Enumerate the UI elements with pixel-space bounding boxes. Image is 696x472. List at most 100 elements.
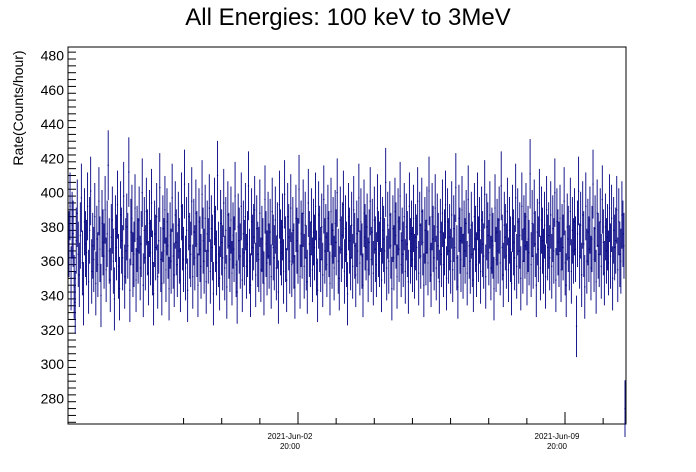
- data-point: [427, 230, 429, 296]
- data-point: [352, 233, 354, 299]
- data-point: [240, 172, 242, 241]
- data-point: [297, 218, 299, 284]
- data-point: [137, 218, 139, 284]
- data-point: [416, 214, 418, 281]
- data-point: [436, 193, 438, 261]
- data-point: [288, 204, 290, 271]
- data-point: [159, 153, 161, 222]
- data-point: [507, 237, 510, 303]
- data-point: [300, 200, 302, 268]
- data-point: [304, 191, 306, 259]
- data-point: [551, 233, 553, 299]
- data-point: [73, 255, 75, 319]
- data-series: [68, 130, 626, 437]
- data-point: [361, 223, 363, 289]
- data-point: [445, 246, 448, 311]
- data-point: [332, 197, 334, 264]
- data-point: [464, 218, 466, 284]
- data-point: [252, 214, 254, 281]
- data-point: [170, 228, 172, 294]
- data-point: [279, 209, 282, 276]
- data-point: [143, 197, 145, 264]
- data-point: [482, 211, 484, 278]
- y-tick-label: 280: [41, 390, 65, 406]
- data-point: [603, 241, 605, 306]
- data-point: [579, 223, 581, 289]
- data-point: [191, 167, 193, 236]
- data-point: [501, 214, 503, 281]
- data-point: [129, 258, 131, 323]
- data-point: [544, 244, 547, 309]
- data-point: [548, 202, 550, 269]
- data-point: [384, 218, 386, 284]
- data-point: [365, 214, 367, 281]
- data-point: [394, 177, 396, 246]
- data-point: [515, 163, 517, 232]
- data-point: [94, 182, 96, 251]
- data-point: [417, 167, 419, 236]
- data-point: [620, 228, 622, 294]
- data-point: [292, 197, 294, 264]
- data-point: [549, 225, 551, 291]
- data-point: [226, 255, 228, 319]
- data-point: [472, 248, 474, 313]
- data-point: [325, 204, 327, 271]
- data-point: [309, 221, 311, 288]
- data-point: [108, 218, 110, 284]
- data-point: [266, 230, 268, 296]
- data-point: [493, 256, 495, 321]
- data-point: [433, 225, 435, 291]
- data-point: [358, 163, 360, 232]
- data-point: [413, 233, 416, 299]
- data-point: [331, 223, 333, 289]
- data-point: [354, 212, 356, 279]
- data-point: [525, 182, 527, 251]
- data-point: [425, 219, 427, 286]
- y-tick-label: 420: [41, 150, 65, 166]
- y-tick-label: 320: [41, 322, 65, 338]
- data-point: [505, 223, 507, 289]
- data-point: [118, 256, 121, 321]
- data-point: [453, 195, 455, 263]
- data-point: [564, 230, 566, 296]
- data-point: [518, 218, 520, 284]
- data-point: [610, 184, 613, 252]
- data-point: [271, 177, 273, 246]
- data-point: [405, 193, 407, 261]
- data-point: [517, 188, 519, 256]
- data-point: [479, 239, 482, 304]
- data-point: [175, 209, 177, 276]
- data-point: [504, 204, 506, 271]
- data-point: [259, 179, 261, 247]
- data-point: [520, 246, 522, 311]
- data-point: [222, 225, 224, 291]
- data-point: [333, 235, 335, 301]
- data-point: [569, 177, 571, 246]
- data-point: [216, 140, 219, 211]
- data-point: [106, 200, 108, 268]
- data-point: [293, 223, 295, 289]
- data-point: [367, 237, 369, 303]
- data-point: [600, 233, 602, 299]
- data-point: [599, 188, 601, 256]
- data-point: [156, 182, 158, 251]
- y-axis-label: Rate(Counts/hour): [10, 50, 26, 165]
- data-point: [254, 175, 256, 244]
- data-point: [212, 262, 215, 326]
- data-point: [457, 255, 459, 319]
- y-tick-label: 380: [41, 219, 65, 235]
- data-point: [257, 221, 259, 288]
- y-tick-label: 480: [41, 48, 65, 64]
- data-point: [477, 216, 480, 283]
- data-point: [456, 225, 458, 291]
- data-point: [344, 195, 347, 263]
- data-point: [291, 232, 293, 298]
- data-point: [249, 253, 252, 318]
- x-tick-label-date: 2021-Jun-09: [535, 432, 580, 441]
- y-tick-label: 440: [41, 116, 65, 132]
- data-point: [615, 207, 617, 274]
- data-point: [187, 258, 189, 323]
- data-point: [376, 174, 379, 242]
- data-point: [336, 158, 338, 227]
- data-point: [133, 221, 135, 288]
